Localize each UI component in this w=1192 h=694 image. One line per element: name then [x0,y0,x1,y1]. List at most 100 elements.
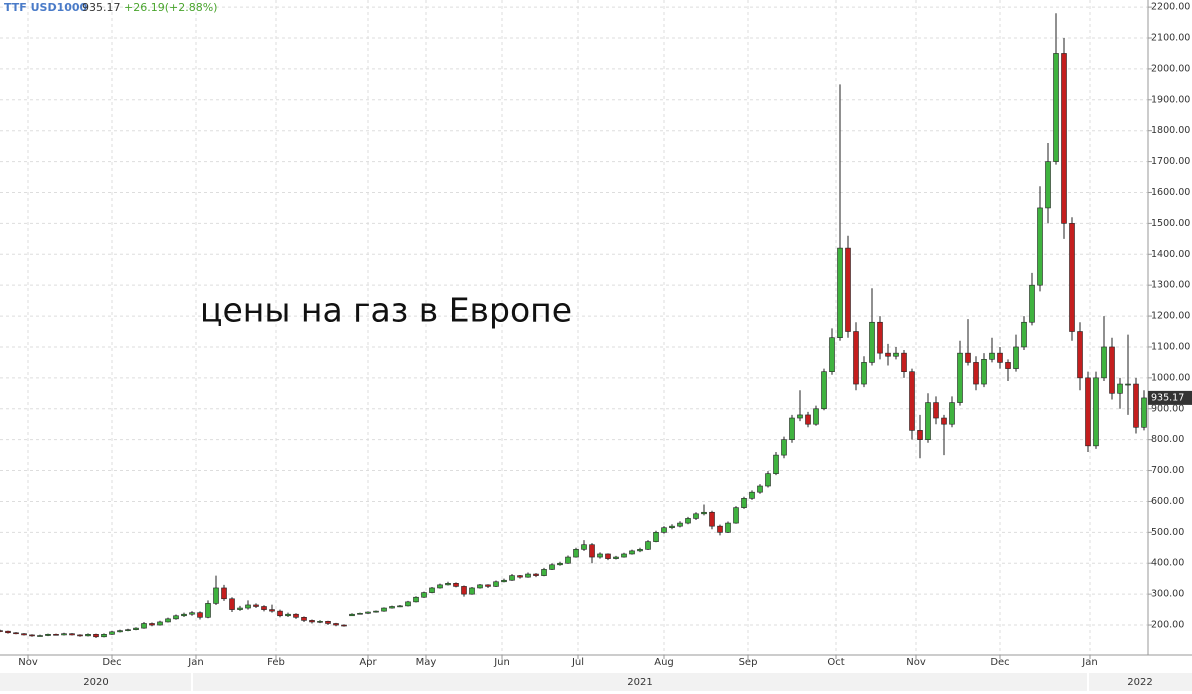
x-tick-label: Sep [739,657,758,668]
candle-body [1117,383,1123,394]
candle-body [501,579,507,583]
candle-body [85,633,91,637]
last-price-marker [1148,390,1192,405]
candle-body [837,247,843,338]
x-tick-label: Apr [359,657,377,668]
candle-body [469,587,475,595]
x-tick-label: Nov [906,657,926,668]
candle-body [517,575,523,578]
year-label: 2022 [1127,677,1152,688]
candle-body [693,513,699,519]
candle-body [701,511,707,515]
y-tick-label: 2100.00 [1151,33,1190,44]
candle-body [213,587,219,604]
candle-body [1109,346,1115,394]
candle-body [757,485,763,493]
candle-body [1125,383,1131,386]
candle-body [133,627,139,630]
candle-body [749,491,755,499]
y-tick-label: 1700.00 [1151,156,1190,167]
x-tick-label: Jun [493,657,510,668]
candle-body [157,621,163,626]
candle-body [365,611,371,614]
candle-body [621,553,627,558]
candle-body [245,604,251,609]
candle-body [309,620,315,623]
candle-body [229,598,235,610]
y-tick-label: 2200.00 [1151,2,1190,13]
candle-body [981,359,987,385]
candle-body [261,606,267,610]
y-tick-label: 1000.00 [1151,372,1190,383]
candle-body [997,352,1003,363]
candle-body [341,624,347,627]
candle-body [645,541,651,550]
candle-body [357,612,363,615]
candle-body [773,454,779,474]
candle-body [789,417,795,440]
candle-body [381,607,387,612]
candle-body [405,601,411,607]
candle-body [125,629,131,631]
candle-body [653,532,659,542]
candle-body [237,607,243,610]
candle-body [661,527,667,533]
candle-body [389,606,395,609]
candle-body [813,408,819,425]
candle-body [1101,346,1107,379]
candle-body [1053,53,1059,162]
candle-body [37,635,43,637]
candle-body [285,613,291,617]
candle-body [597,553,603,558]
candle-body [5,630,11,634]
candle-body [941,417,947,425]
candle-body [1013,346,1019,369]
candle-body [197,612,203,618]
candle-body [437,584,443,589]
y-tick-label: 700.00 [1151,465,1184,476]
candle-body [573,549,579,558]
candle-body [957,352,963,403]
price-change: +26.19(+2.88%) [124,1,217,14]
candle-body [429,587,435,593]
candle-body [21,633,27,636]
candle-body [1077,331,1083,379]
candle-body [29,634,35,637]
candle-body [101,633,107,638]
candle-body [325,621,331,624]
candle-body [637,549,643,552]
y-tick-label: 1200.00 [1151,311,1190,322]
y-tick-label: 1100.00 [1151,341,1190,352]
last-price: 935.17 [82,1,121,14]
candle-body [949,402,955,425]
candle-body [0,630,3,632]
candle-body [885,352,891,357]
candle-body [1061,53,1067,224]
candle-body [829,337,835,372]
x-tick-label: May [416,657,437,668]
y-tick-label: 800.00 [1151,434,1184,445]
candle-body [965,352,971,363]
candle-body [221,587,227,600]
y-tick-label: 900.00 [1151,403,1184,414]
x-tick-label: Dec [102,657,121,668]
candle-body [53,633,59,636]
candle-body [1021,321,1027,348]
y-tick-label: 300.00 [1151,589,1184,600]
candle-body [189,612,195,615]
candle-body [709,511,715,527]
x-tick-label: Oct [827,657,844,668]
candle-body [333,623,339,626]
candle-body [397,605,403,608]
y-tick-label: 2000.00 [1151,63,1190,74]
last-price-label: 935.17 [1151,392,1184,403]
y-tick-label: 1800.00 [1151,125,1190,136]
y-tick-label: 600.00 [1151,496,1184,507]
candle-body [821,371,827,410]
year-label: 2020 [83,677,108,688]
candle-body [1045,161,1051,209]
candle-body [205,603,211,618]
candle-body [549,564,555,570]
candle-body [933,402,939,419]
